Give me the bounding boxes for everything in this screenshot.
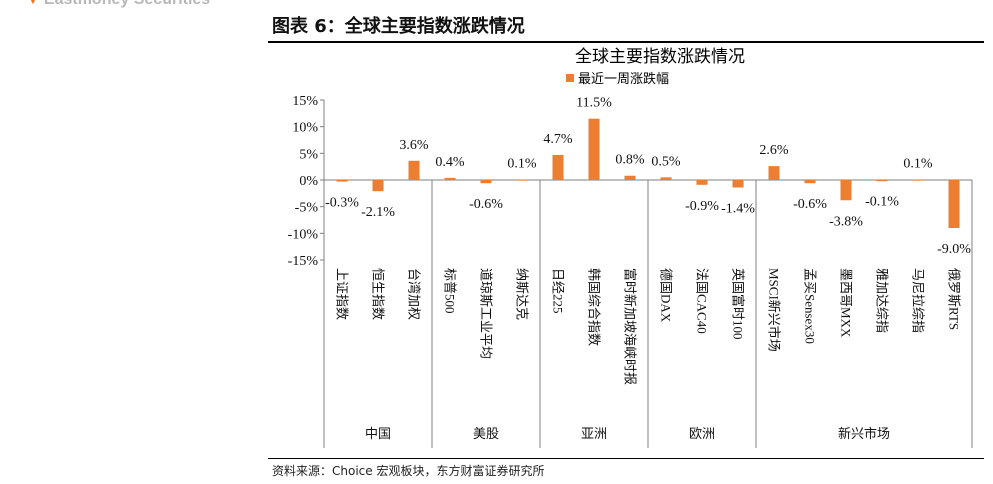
group-label: 亚洲 bbox=[581, 426, 607, 441]
bar bbox=[660, 177, 672, 180]
value-label: -2.1% bbox=[361, 205, 395, 220]
y-tick-label: 5% bbox=[299, 147, 318, 162]
bar bbox=[768, 166, 780, 180]
title-rule bbox=[268, 41, 984, 43]
value-label: -3.8% bbox=[829, 214, 863, 229]
value-label: -1.4% bbox=[721, 201, 755, 216]
y-tick-label: 15% bbox=[292, 94, 318, 109]
bar bbox=[552, 154, 564, 180]
category-label: 富时新加坡海峡时报 bbox=[623, 268, 638, 385]
value-label: 2.6% bbox=[759, 143, 789, 158]
category-label: 标普500 bbox=[443, 268, 458, 314]
axes: 15% 10% 5% 0% -5% -10% -15% bbox=[288, 94, 973, 448]
category-label: 法国CAC40 bbox=[695, 268, 710, 334]
chart-title: 全球主要指数涨跌情况 bbox=[575, 47, 745, 66]
y-tick-label: 0% bbox=[299, 174, 318, 189]
bar bbox=[696, 180, 708, 185]
group-label: 新兴市场 bbox=[838, 426, 890, 441]
value-label: 0.1% bbox=[903, 156, 933, 171]
y-tick-label: -10% bbox=[288, 227, 319, 242]
group-labels: 中国 美股 亚洲 欧洲 新兴市场 bbox=[365, 426, 890, 441]
category-label: 孟买Sensex30 bbox=[803, 268, 818, 344]
figure-title: 图表 6：全球主要指数涨跌情况 bbox=[272, 16, 525, 37]
bar bbox=[624, 175, 636, 180]
bar bbox=[372, 180, 384, 192]
bar bbox=[804, 180, 816, 184]
bar bbox=[588, 118, 600, 180]
category-label: MSCI新兴市场 bbox=[767, 268, 782, 352]
bar bbox=[840, 180, 852, 201]
bar bbox=[912, 179, 924, 181]
y-tick-label: -5% bbox=[295, 201, 319, 216]
category-label: 台湾加权 bbox=[407, 268, 422, 320]
legend-label: 最近一周涨跌幅 bbox=[578, 71, 669, 86]
value-label: -0.6% bbox=[793, 197, 827, 212]
group-label: 中国 bbox=[365, 426, 391, 441]
bars bbox=[336, 118, 960, 228]
value-label: -0.3% bbox=[325, 196, 359, 211]
group-label: 美股 bbox=[473, 426, 499, 441]
category-label: 恒生指数 bbox=[371, 268, 386, 320]
bar bbox=[516, 179, 528, 181]
category-label: 英国富时100 bbox=[731, 268, 746, 340]
bar bbox=[876, 180, 888, 182]
source-note: 资料来源：Choice 宏观板块，东方财富证券研究所 bbox=[272, 464, 545, 478]
bar bbox=[732, 180, 744, 188]
triangle-marker-icon: ▼ bbox=[28, 0, 38, 7]
header-brand-text: Eastmoney Securities bbox=[44, 0, 210, 8]
category-label: 纳斯达克 bbox=[515, 268, 530, 320]
y-tick-label: 10% bbox=[292, 121, 318, 136]
category-label: 道琼斯工业平均 bbox=[479, 268, 494, 359]
bar bbox=[480, 180, 492, 184]
legend-swatch bbox=[566, 74, 574, 82]
value-label: 0.1% bbox=[507, 156, 537, 171]
value-label: 0.8% bbox=[615, 153, 645, 168]
value-label: -0.1% bbox=[865, 195, 899, 210]
value-label: -9.0% bbox=[937, 242, 971, 257]
category-label: 雅加达综指 bbox=[875, 268, 890, 333]
bottom-rule bbox=[268, 458, 984, 459]
bar bbox=[948, 180, 960, 228]
value-label: 3.6% bbox=[399, 138, 429, 153]
y-tick-label: -15% bbox=[288, 254, 319, 269]
category-label: 墨西哥MXX bbox=[839, 268, 854, 338]
bar bbox=[336, 180, 348, 182]
category-label: 德国DAX bbox=[659, 268, 674, 323]
value-label: 4.7% bbox=[543, 132, 573, 147]
bar bbox=[444, 177, 456, 180]
category-label: 马尼拉综指 bbox=[911, 268, 926, 333]
category-labels: 上证指数 恒生指数 台湾加权 标普500 道琼斯工业平均 纳斯达克 日经225 韩国综合指数 富… bbox=[335, 268, 962, 385]
bar bbox=[408, 160, 420, 180]
category-label: 日经225 bbox=[551, 268, 566, 314]
category-label: 俄罗斯RTS bbox=[947, 268, 962, 330]
value-label: -0.6% bbox=[469, 197, 503, 212]
value-label: 11.5% bbox=[576, 96, 612, 111]
value-label: 0.5% bbox=[651, 154, 681, 169]
group-label: 欧洲 bbox=[689, 426, 715, 441]
value-label: 0.4% bbox=[435, 155, 465, 170]
value-labels: -0.3%-2.1% 3.6% 0.4% -0.6% 0.1% 4.7% 11.5% 0.8%… bbox=[325, 96, 971, 257]
category-label: 韩国综合指数 bbox=[587, 268, 602, 346]
value-label: -0.9% bbox=[685, 199, 719, 214]
report-header-fragment: ▼ Eastmoney Securities bbox=[28, 0, 210, 9]
category-label: 上证指数 bbox=[335, 268, 350, 320]
